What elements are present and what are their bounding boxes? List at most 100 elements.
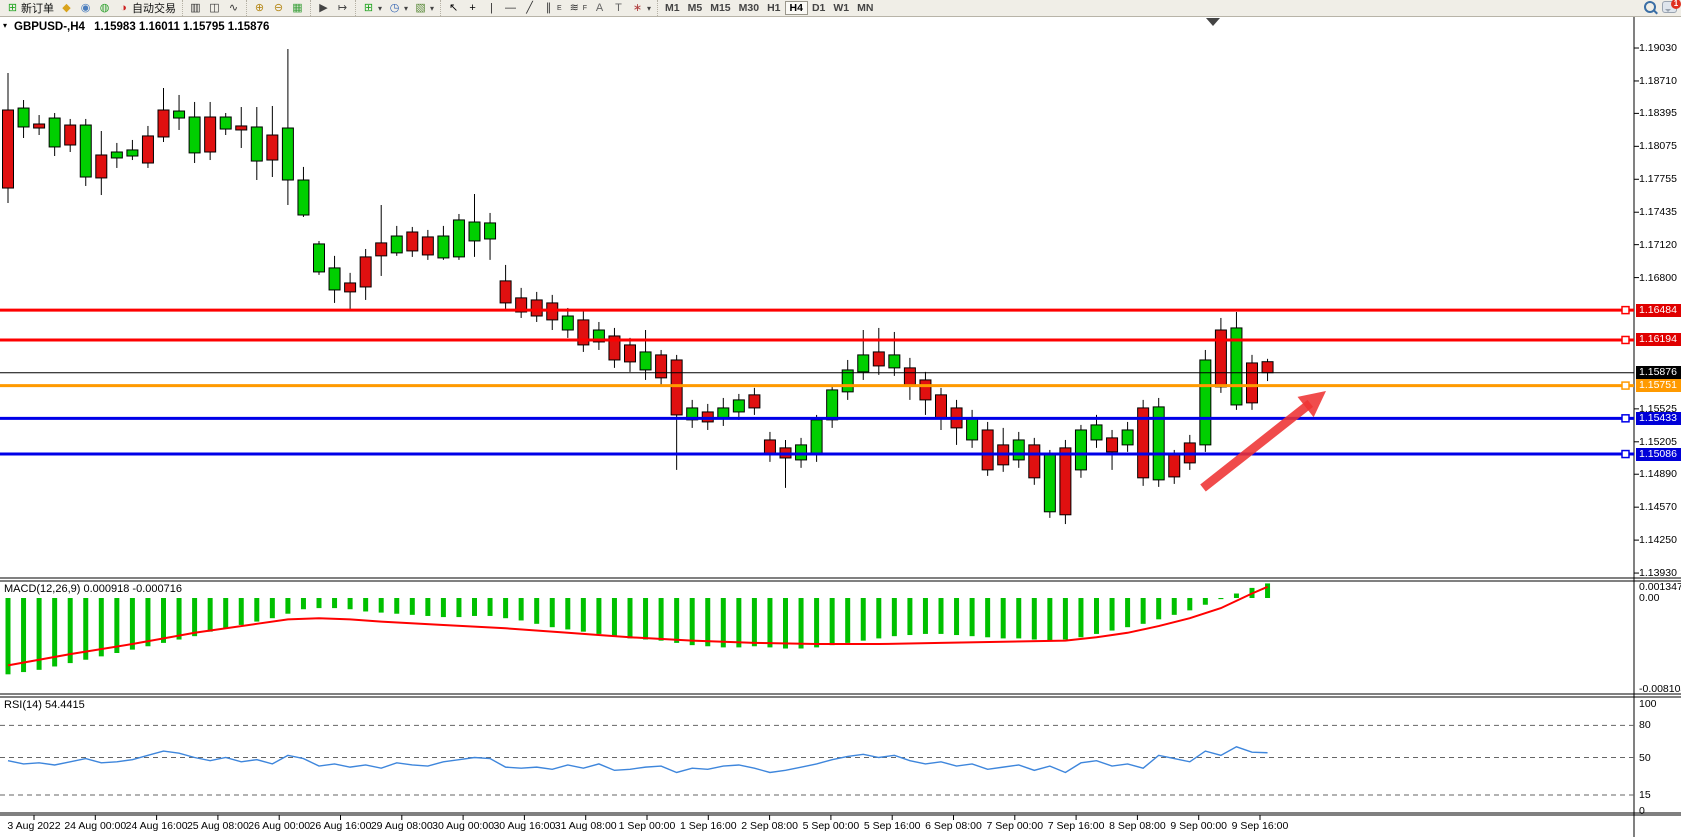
periods-icon[interactable]: ◷ ▾ xyxy=(385,1,411,16)
crosshair-icon: + xyxy=(469,1,476,14)
macd-label: MACD(12,26,9) 0.000918 -0.000716 xyxy=(4,583,182,595)
price-line-badge: 1.16484 xyxy=(1636,303,1681,317)
toolbar-right: 1 xyxy=(1644,0,1681,13)
notifications-icon[interactable]: 1 xyxy=(1662,0,1681,13)
templates-icon[interactable]: ▧ ▾ xyxy=(411,1,437,16)
auto-scroll-icon[interactable]: ▶ xyxy=(314,1,333,16)
cursor-icon: ↖ xyxy=(448,1,459,14)
trendline-icon: ╱ xyxy=(526,1,533,14)
equidistant-channel-icon: ∥ xyxy=(545,1,552,14)
rsi-axis-tick: 15 xyxy=(1639,788,1651,801)
signals-icon[interactable]: ◍ xyxy=(95,1,114,16)
macd-axis-tick: 0.001347 xyxy=(1639,580,1681,593)
time-axis-label: 7 Sep 00:00 xyxy=(986,820,1044,832)
candlestick-chart-icon[interactable]: ◫ xyxy=(205,1,224,16)
new-order-button[interactable]: ⊞ 新订单 xyxy=(3,1,57,16)
time-axis-label: 5 Sep 16:00 xyxy=(863,820,921,832)
price-line-badge: 1.16194 xyxy=(1636,333,1681,347)
price-line-badge: 1.15086 xyxy=(1636,447,1681,461)
tile-windows-icon[interactable]: ▦ xyxy=(288,1,307,16)
auto-trading-button[interactable]: ◑ 自动交易 xyxy=(114,1,179,16)
chevron-down-icon[interactable]: ▾ xyxy=(647,3,652,13)
chart-shift-icon[interactable]: ↦ xyxy=(333,1,352,16)
text-label-icon: T xyxy=(615,1,622,14)
timeframe-button-h4[interactable]: H4 xyxy=(784,1,808,15)
auto-trading-icon: ◑ xyxy=(120,1,127,14)
time-axis-label: 29 Aug 08:00 xyxy=(370,820,433,832)
timeframe-button-w1[interactable]: W1 xyxy=(833,2,850,14)
indicators-icon[interactable]: ⊞ ▾ xyxy=(359,1,385,16)
trendline-icon[interactable]: ╱ xyxy=(520,1,539,16)
time-axis-label: 9 Sep 00:00 xyxy=(1170,820,1228,832)
equidistant-channel-icon[interactable]: ∥ E xyxy=(539,1,565,16)
rsi-axis-tick: 0 xyxy=(1639,805,1645,817)
symbol-period-label: GBPUSD-,H4 xyxy=(14,21,85,33)
price-axis-tick: 1.14250 xyxy=(1639,534,1677,547)
timeframe-button-m15[interactable]: M15 xyxy=(710,2,731,14)
time-axis-label: 1 Sep 16:00 xyxy=(679,820,737,832)
fibonacci-icon[interactable]: ≋ F xyxy=(565,1,590,16)
time-axis-label: 24 Aug 16:00 xyxy=(125,820,188,832)
templates-icon: ▧ xyxy=(415,1,426,14)
crosshair-icon[interactable]: + xyxy=(463,1,482,16)
timeframe-button-mn[interactable]: MN xyxy=(857,2,874,14)
bar-chart-icon[interactable]: ▥ xyxy=(186,1,205,16)
timeframe-button-m1[interactable]: M1 xyxy=(665,2,680,14)
chevron-down-icon[interactable]: ▾ xyxy=(404,3,409,13)
candlestick-chart-icon: ◫ xyxy=(209,1,220,14)
zoom-in-icon: ⊕ xyxy=(254,1,265,14)
price-line-badge: 1.15876 xyxy=(1636,366,1681,380)
new-order-button-label: 新订单 xyxy=(21,3,54,15)
text-label-icon[interactable]: T xyxy=(609,1,628,16)
price-axis-tick: 1.14570 xyxy=(1639,501,1677,514)
toolbar-group: ▥ ◫ ∿ xyxy=(182,0,246,16)
toolbar-group: ↖ + | — ╱ ∥ E ≋ F A T ∗ ▾ xyxy=(440,0,657,16)
price-axis-tick: 1.18075 xyxy=(1639,140,1677,153)
time-axis-label: 26 Aug 00:00 xyxy=(248,820,311,832)
cursor-icon[interactable]: ↖ xyxy=(444,1,463,16)
horizontal-line-icon[interactable]: — xyxy=(501,1,520,16)
arrows-icon: ∗ xyxy=(632,1,643,14)
time-axis-label: 31 Aug 08:00 xyxy=(554,820,617,832)
zoom-in-icon[interactable]: ⊕ xyxy=(250,1,269,16)
line-chart-icon[interactable]: ∿ xyxy=(224,1,243,16)
toolbar-group: ▶ ↦ xyxy=(310,0,355,16)
trend-arrow-annotation[interactable] xyxy=(1297,391,1326,418)
text-icon[interactable]: A xyxy=(590,1,609,16)
price-axis-tick: 1.17120 xyxy=(1639,238,1677,251)
price-axis-tick: 1.17435 xyxy=(1639,206,1677,219)
timeframe-button-m30[interactable]: M30 xyxy=(738,2,760,14)
zoom-out-icon: ⊖ xyxy=(273,1,284,14)
time-axis-label: 3 Aug 2022 xyxy=(7,820,61,832)
text-icon: A xyxy=(595,1,604,14)
tile-windows-icon: ▦ xyxy=(292,1,303,14)
timeframe-button-m5[interactable]: M5 xyxy=(687,2,703,14)
economic-calendar-icon: ◆ xyxy=(62,1,71,14)
time-axis-label: 8 Sep 08:00 xyxy=(1109,820,1166,832)
ohlc-readout: 1.15983 1.16011 1.15795 1.15876 xyxy=(94,21,270,33)
rsi-label: RSI(14) 54.4415 xyxy=(4,699,85,711)
community-icon: ◉ xyxy=(80,1,91,14)
periods-icon: ◷ xyxy=(389,1,400,14)
toolbar-groups: ⊞ 新订单 ◆ ◉ ◍ ◑ 自动交易 ▥ ◫ ∿ ⊕ ⊖ ▦ ▶ ↦ ⊞ ▾ ◷ ▾ ▧ ▾ ↖ + | — ╱ ∥ E ≋ F A T ∗ ▾ xyxy=(0,0,657,16)
economic-calendar-icon[interactable]: ◆ xyxy=(57,1,76,16)
arrows-icon[interactable]: ∗ ▾ xyxy=(628,1,654,16)
zoom-out-icon[interactable]: ⊖ xyxy=(269,1,288,16)
symbol-dropdown-icon[interactable]: ▾ xyxy=(3,21,8,30)
fibonacci-icon: ≋ xyxy=(569,1,579,14)
timeframe-button-h1[interactable]: H1 xyxy=(767,2,781,14)
signals-icon: ◍ xyxy=(99,1,110,14)
timeframe-button-d1[interactable]: D1 xyxy=(811,2,826,14)
time-axis-label: 5 Sep 00:00 xyxy=(802,820,860,832)
icon-subscript: E xyxy=(557,4,562,12)
price-axis-tick: 1.13930 xyxy=(1639,567,1677,580)
chevron-down-icon[interactable]: ▾ xyxy=(430,3,435,13)
community-icon[interactable]: ◉ xyxy=(76,1,95,16)
vertical-line-icon[interactable]: | xyxy=(482,1,501,16)
time-axis-label: 7 Sep 16:00 xyxy=(1047,820,1105,832)
toolbar-group: ⊞ ▾ ◷ ▾ ▧ ▾ xyxy=(355,0,440,16)
search-icon[interactable] xyxy=(1644,1,1656,13)
rsi-axis-tick: 50 xyxy=(1639,751,1651,764)
chevron-down-icon[interactable]: ▾ xyxy=(378,3,383,13)
